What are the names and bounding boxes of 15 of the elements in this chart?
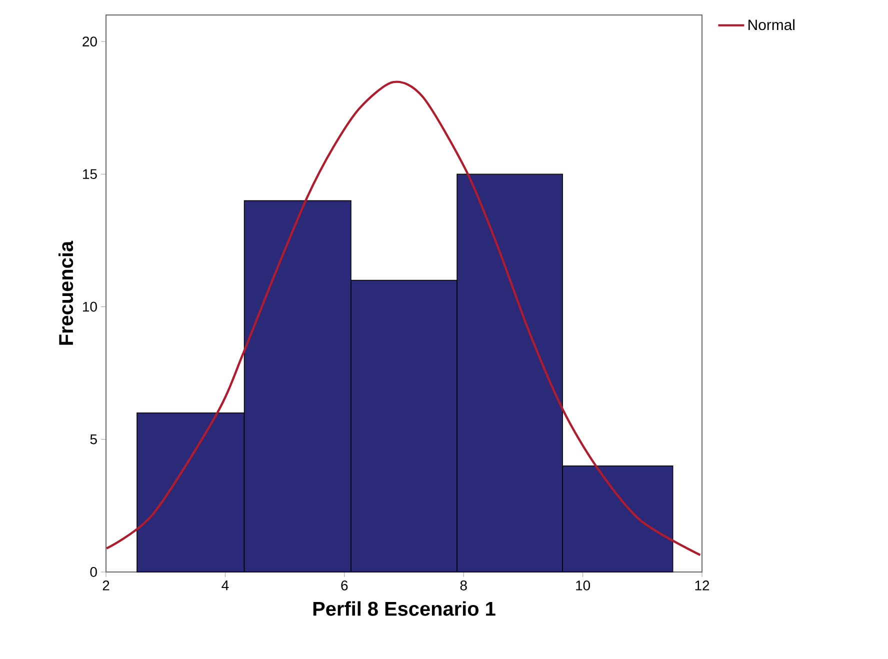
y-tick-label: 10 bbox=[83, 302, 97, 312]
x-tick-label: 2 bbox=[102, 580, 110, 590]
y-tick-label: 0 bbox=[90, 567, 97, 577]
x-tick-label: 10 bbox=[576, 580, 590, 590]
x-tick-label: 8 bbox=[460, 580, 467, 590]
y-tick-label: 20 bbox=[82, 36, 97, 46]
x-tick-label: 12 bbox=[695, 580, 710, 590]
line-series bbox=[106, 80, 702, 556]
y-tick-label: 5 bbox=[90, 434, 97, 444]
x-axis-title: Perfil 8 Escenario 1 bbox=[313, 601, 496, 616]
y-axis-title: Frecuencia bbox=[58, 240, 74, 345]
y-tick-label: 15 bbox=[83, 169, 97, 180]
x-tick-label: 4 bbox=[222, 580, 229, 590]
x-tick-label: 6 bbox=[341, 580, 348, 590]
legend-label: Normal bbox=[748, 19, 794, 30]
